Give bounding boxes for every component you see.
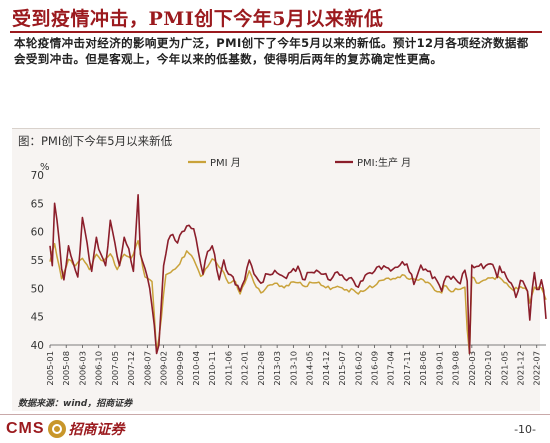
x-tick-label-0: 2005-01 (45, 351, 55, 386)
x-tick-label-20: 2016-09 (369, 351, 379, 386)
x-tick-label-21: 2017-04 (386, 351, 396, 386)
page-number: -10- (514, 423, 536, 436)
y-tick-label-2: 50 (31, 283, 44, 295)
x-tick-label-17: 2014-12 (321, 351, 331, 386)
y-tick-label-3: 55 (31, 255, 44, 267)
x-tick-label-18: 2015-07 (337, 351, 347, 386)
x-tick-label-4: 2007-05 (110, 351, 120, 386)
x-tick-label-8: 2009-09 (175, 351, 185, 386)
x-tick-label-16: 2014-05 (305, 351, 315, 386)
x-tick-label-11: 2011-06 (223, 351, 233, 386)
series-line-1 (49, 239, 547, 355)
x-tick-label-6: 2008-07 (142, 351, 152, 386)
footer-divider (0, 414, 550, 415)
x-tick-label-22: 2017-11 (402, 351, 412, 386)
x-tick-label-13: 2012-08 (256, 351, 266, 386)
data-source: 数据来源：wind，招商证券 (18, 399, 133, 409)
x-tick-label-14: 2013-03 (272, 351, 282, 386)
y-tick-label-6: 70 (31, 170, 44, 182)
series-line-2 (49, 194, 547, 355)
y-axis-unit: % (40, 162, 50, 173)
y-tick-label-4: 60 (31, 227, 44, 239)
x-tick-label-23: 2018-06 (418, 351, 428, 386)
slide-body-text: 本轮疫情冲击对经济的影响更为广泛，PMI创下了今年5月以来的新低。预计12月各项… (14, 36, 529, 66)
x-tick-label-28: 2021-05 (499, 351, 509, 386)
x-tick-label-12: 2012-01 (240, 351, 250, 386)
logo-emblem-icon (47, 420, 66, 438)
x-tick-label-24: 2019-01 (434, 351, 444, 386)
chart-title: 图：PMI创下今年5月以来新低 (18, 134, 173, 148)
x-tick-label-27: 2020-10 (483, 351, 493, 386)
legend-label-2: PMI:生产 月 (357, 156, 411, 169)
legend-label-1: PMI 月 (210, 157, 241, 169)
y-tick-label-5: 65 (31, 198, 44, 210)
x-tick-label-30: 2022-07 (532, 351, 542, 386)
logo-text-en: CMS (6, 420, 45, 437)
y-tick-label-0: 40 (31, 340, 44, 352)
x-tick-label-25: 2019-08 (451, 351, 461, 386)
x-tick-label-2: 2006-03 (77, 351, 87, 386)
x-tick-label-7: 2009-02 (159, 351, 169, 386)
x-tick-label-3: 2006-10 (94, 351, 104, 386)
x-tick-label-5: 2007-12 (126, 351, 136, 386)
x-tick-label-10: 2010-11 (207, 351, 217, 386)
title-divider (10, 31, 542, 33)
company-logo: CMS 招商证券 (6, 418, 125, 440)
x-tick-label-29: 2021-12 (516, 351, 526, 386)
x-tick-label-26: 2020-03 (467, 351, 477, 386)
chart-panel (12, 128, 540, 411)
logo-text-cn: 招商证券 (68, 422, 125, 438)
x-tick-label-15: 2013-10 (288, 351, 298, 386)
slide-title: 受到疫情冲击，PMI创下今年5月以来新低 (12, 8, 384, 30)
x-tick-label-1: 2005-08 (61, 351, 71, 386)
y-tick-label-1: 45 (31, 312, 44, 324)
x-tick-label-19: 2016-02 (353, 351, 363, 386)
x-tick-label-9: 2010-04 (191, 351, 201, 386)
